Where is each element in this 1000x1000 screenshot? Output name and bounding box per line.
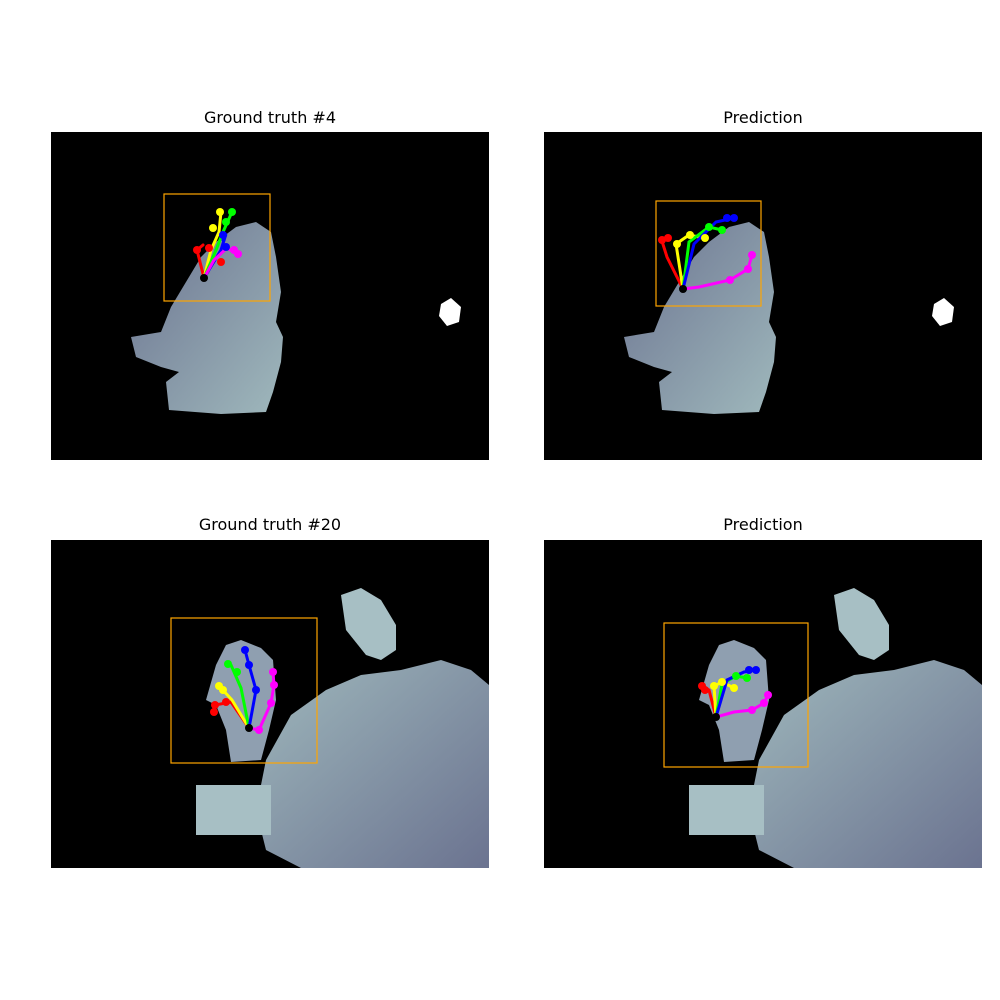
panel-title-pred4: Prediction <box>723 108 803 127</box>
panel-title-pred20: Prediction <box>723 515 803 534</box>
bounding-box <box>663 622 809 768</box>
depth-silhouette-head <box>341 588 396 660</box>
joint-markers <box>193 208 242 282</box>
white-blob <box>439 298 461 326</box>
joint-markers <box>658 214 756 293</box>
panel-title-gt20: Ground truth #20 <box>198 515 342 534</box>
depth-silhouette-head <box>834 588 889 660</box>
depth-silhouette <box>624 222 776 414</box>
depth-silhouette-object <box>196 785 271 835</box>
bounding-box <box>655 200 762 307</box>
depth-silhouette-body <box>749 660 982 868</box>
depth-silhouette-body <box>256 660 489 868</box>
white-blob <box>932 298 954 326</box>
depth-image-pred20 <box>544 540 982 868</box>
depth-silhouette-hand <box>206 640 276 762</box>
depth-silhouette-object <box>689 785 764 835</box>
joint-markers <box>210 646 278 734</box>
depth-silhouette-hand <box>699 640 769 762</box>
bounding-box <box>163 193 271 302</box>
depth-silhouette <box>131 222 283 414</box>
depth-image-gt20 <box>51 540 489 868</box>
depth-image-gt4 <box>51 132 489 460</box>
bounding-box <box>170 617 318 764</box>
panel-title-gt4: Ground truth #4 <box>203 108 336 127</box>
joint-markers <box>698 666 772 721</box>
depth-image-pred4 <box>544 132 982 460</box>
